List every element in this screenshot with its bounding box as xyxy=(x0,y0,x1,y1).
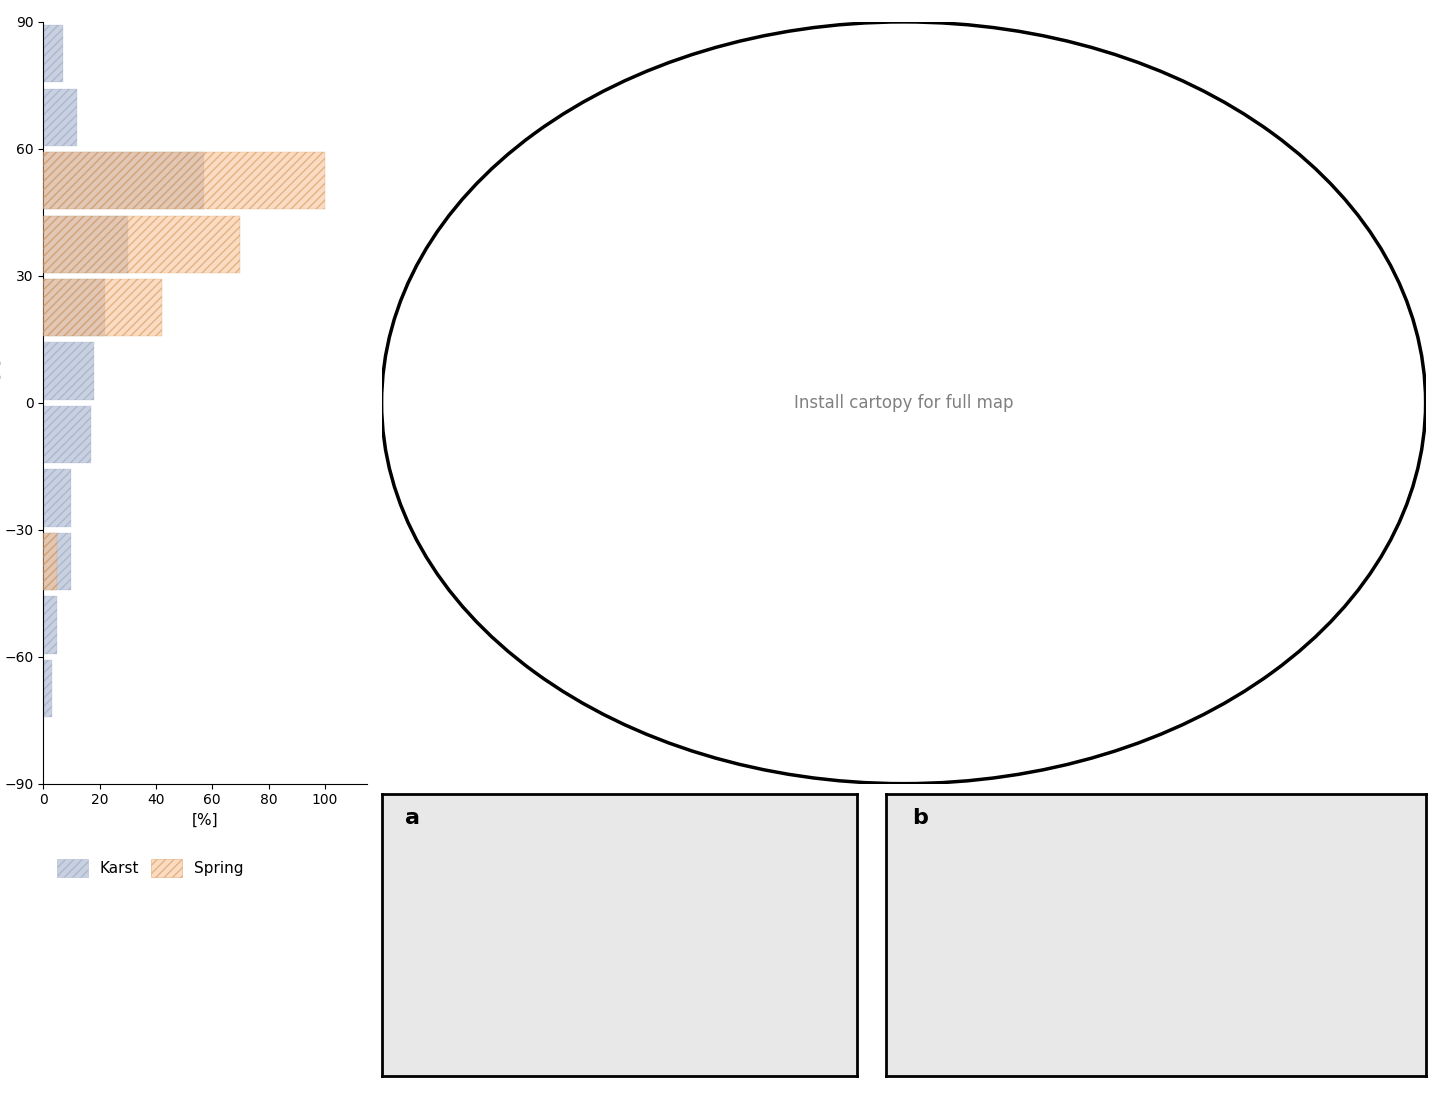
Bar xyxy=(43,406,91,464)
Text: Install cartopy for full map: Install cartopy for full map xyxy=(793,393,1014,412)
Bar xyxy=(43,216,240,273)
Bar xyxy=(43,25,63,82)
Bar xyxy=(43,152,325,209)
Text: b: b xyxy=(913,808,929,827)
Bar xyxy=(43,596,58,653)
X-axis label: [%]: [%] xyxy=(192,813,219,827)
Bar xyxy=(43,279,105,336)
Bar xyxy=(43,89,76,146)
Bar xyxy=(43,533,72,590)
Y-axis label: Latitude [°]: Latitude [°] xyxy=(0,359,1,446)
Bar xyxy=(43,469,72,526)
Bar xyxy=(43,533,58,590)
Bar xyxy=(43,216,128,273)
Bar xyxy=(43,660,52,717)
Bar xyxy=(43,342,94,400)
Text: a: a xyxy=(406,808,420,827)
Bar xyxy=(43,279,161,336)
Legend: Karst, Spring: Karst, Spring xyxy=(50,853,249,882)
Bar xyxy=(43,152,204,209)
